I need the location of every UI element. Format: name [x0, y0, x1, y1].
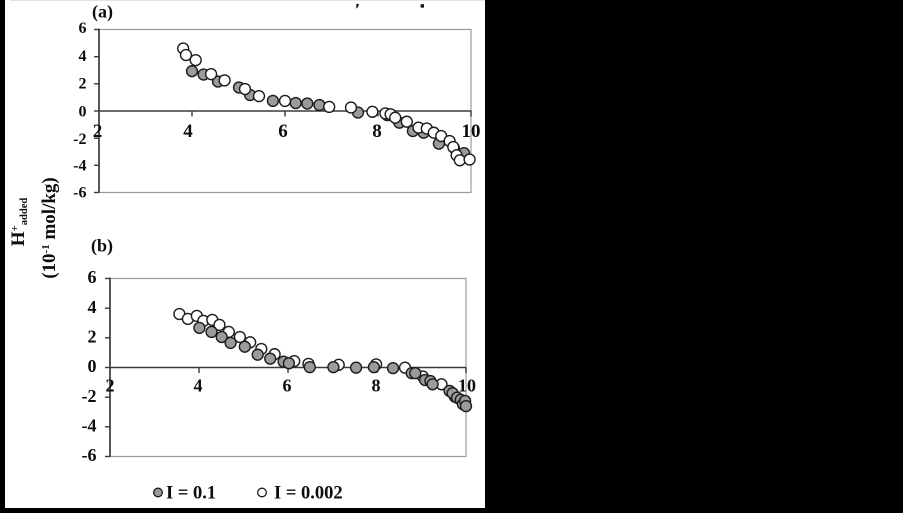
- svg-text:(10-1 mol/kg): (10-1 mol/kg): [39, 177, 60, 279]
- svg-text:I = 0.1: I = 0.1: [166, 484, 216, 504]
- svg-text:10: 10: [458, 376, 476, 396]
- svg-text:4: 4: [194, 376, 203, 396]
- svg-text:8: 8: [372, 376, 381, 396]
- svg-text:4: 4: [79, 48, 87, 65]
- svg-text:2: 2: [88, 327, 97, 347]
- svg-text:2: 2: [93, 121, 103, 142]
- svg-text:(b): (b): [91, 236, 113, 257]
- svg-text:2: 2: [79, 76, 87, 93]
- svg-text:0: 0: [79, 104, 87, 121]
- svg-text:-4: -4: [73, 158, 86, 175]
- svg-text:8: 8: [372, 121, 382, 142]
- svg-text:-2: -2: [73, 131, 86, 148]
- svg-text:6: 6: [278, 121, 288, 142]
- svg-text:6: 6: [283, 376, 292, 396]
- svg-text:I = 0.002: I = 0.002: [274, 484, 343, 504]
- svg-text:6: 6: [88, 267, 97, 287]
- svg-text:4: 4: [88, 297, 97, 317]
- svg-text:6: 6: [79, 20, 87, 37]
- svg-text:-6: -6: [82, 445, 97, 465]
- svg-text:10: 10: [462, 121, 481, 142]
- svg-text:0: 0: [88, 356, 97, 376]
- svg-text:-2: -2: [82, 386, 97, 406]
- svg-text:(a): (a): [92, 2, 113, 23]
- svg-text:-4: -4: [82, 416, 97, 436]
- svg-text:2: 2: [106, 376, 115, 396]
- svg-text:-6: -6: [73, 185, 86, 202]
- svg-text:4: 4: [183, 121, 193, 142]
